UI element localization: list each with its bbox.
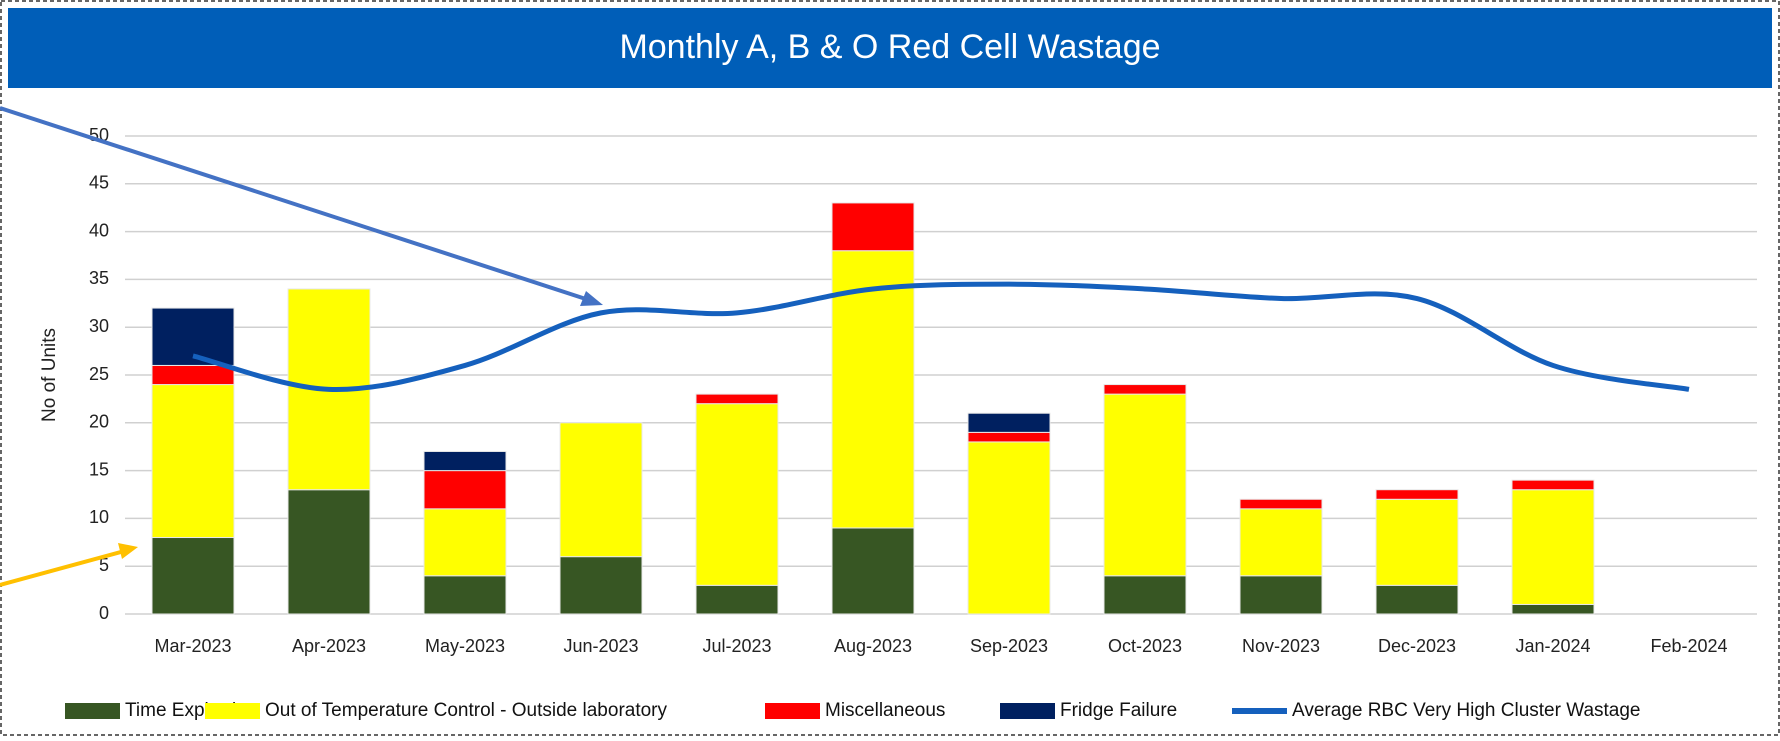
- bar-segment: [1511, 479, 1595, 491]
- bar-segment: [967, 431, 1051, 443]
- bar-segment: [423, 575, 507, 615]
- bar-segment: [423, 470, 507, 510]
- y-tick-label: 35: [89, 268, 109, 288]
- x-tick-label: Dec-2023: [1378, 636, 1456, 656]
- title-bar: [8, 8, 1772, 88]
- bar-segment: [1511, 603, 1595, 615]
- bar-segment: [151, 537, 235, 615]
- bar-segment: [1239, 498, 1323, 510]
- legend-label: Fridge Failure: [1060, 700, 1177, 721]
- bar-segment: [1103, 384, 1187, 395]
- bar-segment: [1239, 508, 1323, 577]
- x-tick-label: Jan-2024: [1515, 636, 1590, 656]
- y-axis-label: No of Units: [39, 328, 60, 422]
- y-tick-label: 45: [89, 173, 109, 193]
- chart-title: Monthly A, B & O Red Cell Wastage: [619, 28, 1160, 66]
- x-tick-label: Aug-2023: [834, 636, 912, 656]
- y-tick-label: 40: [89, 220, 109, 240]
- legend: Time Expired Out of Temperature Control -…: [65, 700, 1641, 721]
- bar-segment: [831, 202, 915, 252]
- y-tick-label: 30: [89, 316, 109, 336]
- legend-swatch: [65, 703, 120, 719]
- x-tick-label: May-2023: [425, 636, 505, 656]
- bar-segment: [559, 422, 643, 558]
- legend-label: Miscellaneous: [825, 700, 945, 721]
- bar-segment: [151, 384, 235, 539]
- legend-label: Average RBC Very High Cluster Wastage: [1292, 700, 1641, 721]
- bar-segment: [967, 412, 1051, 433]
- bar-segment: [1375, 584, 1459, 615]
- bar-segment: [831, 527, 915, 615]
- arrow: [0, 548, 129, 587]
- bar-segment: [423, 450, 507, 472]
- legend-swatch: [1000, 703, 1055, 719]
- legend-swatch: [205, 703, 260, 719]
- bar-segment: [695, 393, 779, 405]
- bar-segment: [1103, 393, 1187, 577]
- bar-segment: [559, 556, 643, 615]
- y-tick-label: 25: [89, 364, 109, 384]
- x-tick-label: Jun-2023: [563, 636, 638, 656]
- arrow-head: [580, 291, 603, 306]
- arrow: [0, 106, 596, 304]
- bar-segment: [151, 364, 235, 386]
- bar-segment: [1103, 575, 1187, 615]
- y-tick-label: 0: [99, 603, 109, 623]
- bar-segment: [151, 307, 235, 366]
- y-tick-label: 15: [89, 459, 109, 479]
- y-tick-label: 10: [89, 507, 109, 527]
- x-tick-label: Feb-2024: [1650, 636, 1727, 656]
- bar-segment: [423, 508, 507, 577]
- y-tick-label: 20: [89, 412, 109, 432]
- y-tick-label: 5: [99, 555, 109, 575]
- bar-segment: [1375, 498, 1459, 586]
- bar-segment: [695, 403, 779, 586]
- x-tick-label: Oct-2023: [1108, 636, 1182, 656]
- arrow-head: [118, 543, 138, 559]
- bar-segment: [831, 250, 915, 529]
- x-tick-label: Nov-2023: [1242, 636, 1320, 656]
- bar-segment: [1375, 489, 1459, 500]
- x-tick-label: Apr-2023: [292, 636, 366, 656]
- bar-segment: [1239, 575, 1323, 615]
- bar-segment: [287, 489, 371, 615]
- line-series: [192, 281, 1690, 392]
- bar-segment: [695, 584, 779, 615]
- legend-swatch: [765, 703, 820, 719]
- legend-label: Out of Temperature Control - Outside lab…: [265, 700, 668, 721]
- x-tick-label: Jul-2023: [702, 636, 771, 656]
- x-tick-label: Mar-2023: [154, 636, 231, 656]
- bar-segment: [1511, 489, 1595, 605]
- bar-segment: [967, 441, 1051, 615]
- x-tick-label: Sep-2023: [970, 636, 1048, 656]
